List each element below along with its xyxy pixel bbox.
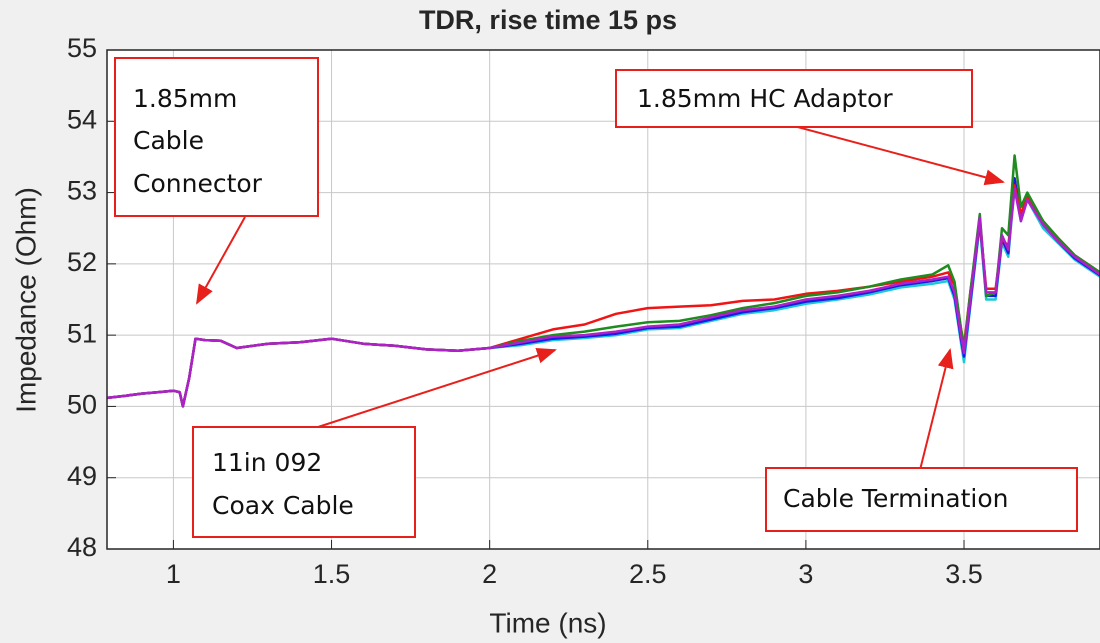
y-tick-label: 52 <box>67 247 97 277</box>
annotation-box <box>765 467 1078 532</box>
y-tick-label: 51 <box>67 318 97 348</box>
x-tick-label: 1 <box>166 559 181 589</box>
annotation-box <box>615 69 973 128</box>
annotation-text: Connector <box>133 169 263 198</box>
annotation-text: Cable Termination <box>783 484 1009 513</box>
x-tick-label: 1.5 <box>313 559 351 589</box>
x-axis-label: Time (ns) <box>489 607 606 638</box>
annotation-arrow <box>314 347 557 429</box>
y-tick-label: 55 <box>67 33 97 63</box>
y-tick-label: 54 <box>67 104 97 134</box>
annotation-box <box>114 57 319 217</box>
y-tick-label: 53 <box>67 176 97 206</box>
annotation-text: 1.85mm HC Adaptor <box>637 84 893 113</box>
y-tick-label: 49 <box>67 461 97 491</box>
x-tick-label: 3 <box>798 559 813 589</box>
y-tick-label: 48 <box>67 532 97 562</box>
annotation-box <box>192 426 416 538</box>
y-axis-label: Impedance (Ohm) <box>10 187 41 413</box>
annotation-text: 11in 092 <box>212 448 322 477</box>
x-tick-label: 2.5 <box>629 559 667 589</box>
annotation-text: 1.85mm <box>133 84 237 113</box>
series-line <box>106 187 1100 408</box>
annotation-text: Cable <box>133 126 204 155</box>
chart-title: TDR, rise time 15 ps <box>419 5 677 35</box>
x-tick-label: 3.5 <box>945 559 983 589</box>
plot-border <box>106 49 1100 550</box>
annotation-arrow <box>196 216 246 305</box>
annotation-text: Coax Cable <box>212 491 354 520</box>
x-tick-label: 2 <box>482 559 497 589</box>
y-tick-label: 50 <box>67 390 97 420</box>
annotation-arrow <box>919 348 954 471</box>
annotation-arrow <box>789 124 1005 186</box>
